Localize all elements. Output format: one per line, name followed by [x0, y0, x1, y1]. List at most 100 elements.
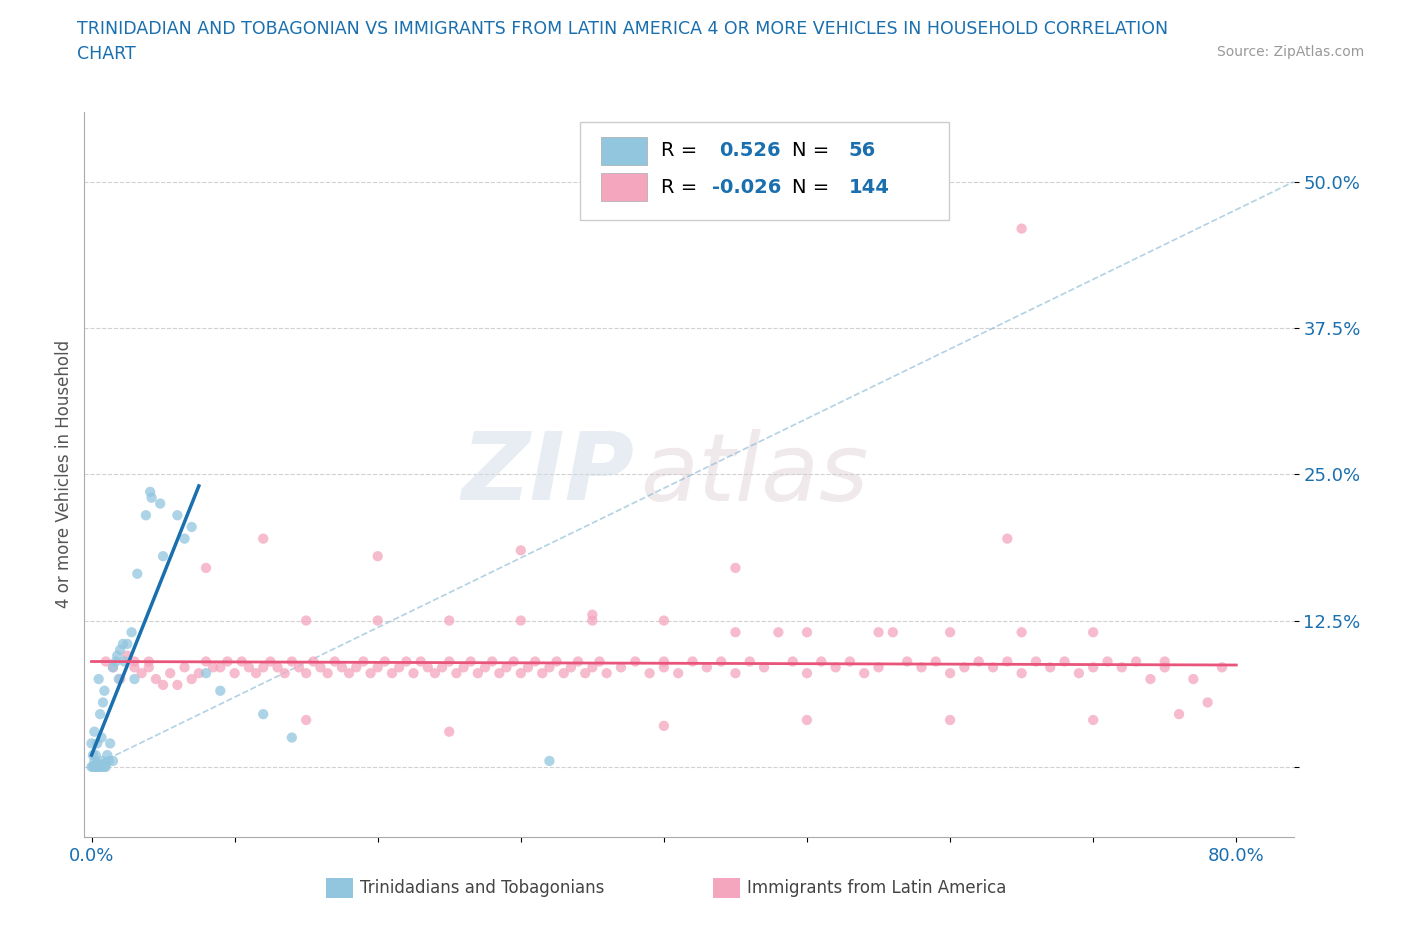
- Text: 144: 144: [849, 178, 890, 196]
- Point: [131, 666, 153, 681]
- Point: [173, 531, 195, 546]
- Point: [638, 666, 661, 681]
- Point: [252, 707, 274, 722]
- Point: [682, 654, 704, 669]
- Point: [89, 758, 111, 773]
- Point: [581, 660, 603, 675]
- Point: [1182, 671, 1205, 686]
- Point: [724, 625, 747, 640]
- Point: [101, 660, 124, 675]
- Point: [87, 760, 110, 775]
- Point: [409, 654, 432, 669]
- Point: [252, 660, 274, 675]
- Point: [80, 760, 103, 775]
- Point: [224, 666, 246, 681]
- Point: [195, 654, 218, 669]
- Text: N =: N =: [792, 141, 835, 160]
- Point: [91, 695, 114, 710]
- Point: [439, 654, 461, 669]
- Text: ZIP: ZIP: [461, 429, 634, 520]
- Point: [367, 613, 389, 628]
- Point: [430, 660, 453, 675]
- Point: [83, 753, 105, 768]
- Point: [259, 654, 281, 669]
- Point: [94, 654, 117, 669]
- Point: [1039, 660, 1062, 675]
- Point: [896, 654, 918, 669]
- Point: [238, 660, 260, 675]
- Point: [388, 660, 411, 675]
- Point: [138, 654, 160, 669]
- Point: [509, 666, 531, 681]
- Point: [89, 707, 111, 722]
- Point: [395, 654, 418, 669]
- Point: [295, 666, 318, 681]
- Point: [1125, 654, 1147, 669]
- Point: [402, 666, 425, 681]
- Point: [135, 508, 157, 523]
- Point: [367, 660, 389, 675]
- Point: [939, 666, 962, 681]
- Point: [416, 660, 439, 675]
- Point: [86, 736, 108, 751]
- Point: [967, 654, 990, 669]
- Point: [652, 654, 675, 669]
- Point: [180, 520, 202, 535]
- Point: [107, 671, 129, 686]
- Point: [101, 753, 124, 768]
- Point: [108, 671, 131, 686]
- FancyBboxPatch shape: [713, 878, 740, 898]
- Point: [724, 666, 747, 681]
- Point: [112, 654, 135, 669]
- Point: [323, 654, 346, 669]
- Point: [111, 636, 134, 651]
- Point: [83, 724, 105, 739]
- Point: [553, 666, 575, 681]
- Point: [281, 654, 304, 669]
- Point: [446, 666, 468, 681]
- Point: [98, 736, 121, 751]
- Point: [117, 648, 139, 663]
- Point: [467, 666, 489, 681]
- Point: [1083, 660, 1105, 675]
- Point: [1025, 654, 1047, 669]
- Point: [180, 671, 202, 686]
- Point: [187, 666, 209, 681]
- Point: [202, 660, 225, 675]
- Point: [80, 736, 103, 751]
- Point: [288, 660, 311, 675]
- Point: [868, 660, 890, 675]
- Point: [124, 654, 146, 669]
- Point: [531, 666, 554, 681]
- Point: [117, 636, 139, 651]
- Point: [910, 660, 932, 675]
- Point: [538, 660, 561, 675]
- Point: [925, 654, 948, 669]
- Point: [302, 654, 325, 669]
- Point: [1011, 221, 1033, 236]
- Point: [752, 660, 775, 675]
- Point: [97, 753, 120, 768]
- Point: [882, 625, 904, 640]
- Point: [87, 760, 110, 775]
- Point: [367, 549, 389, 564]
- Point: [139, 485, 162, 499]
- Text: R =: R =: [661, 178, 703, 196]
- Point: [460, 654, 482, 669]
- Point: [330, 660, 353, 675]
- Point: [939, 712, 962, 727]
- Point: [495, 660, 517, 675]
- Point: [108, 643, 131, 658]
- Point: [652, 613, 675, 628]
- Point: [1083, 712, 1105, 727]
- Point: [567, 654, 589, 669]
- Point: [560, 660, 582, 675]
- Point: [981, 660, 1004, 675]
- Point: [939, 625, 962, 640]
- Point: [295, 613, 318, 628]
- Point: [1053, 654, 1076, 669]
- Point: [652, 660, 675, 675]
- Point: [1153, 660, 1175, 675]
- Point: [652, 718, 675, 733]
- Text: N =: N =: [792, 178, 835, 196]
